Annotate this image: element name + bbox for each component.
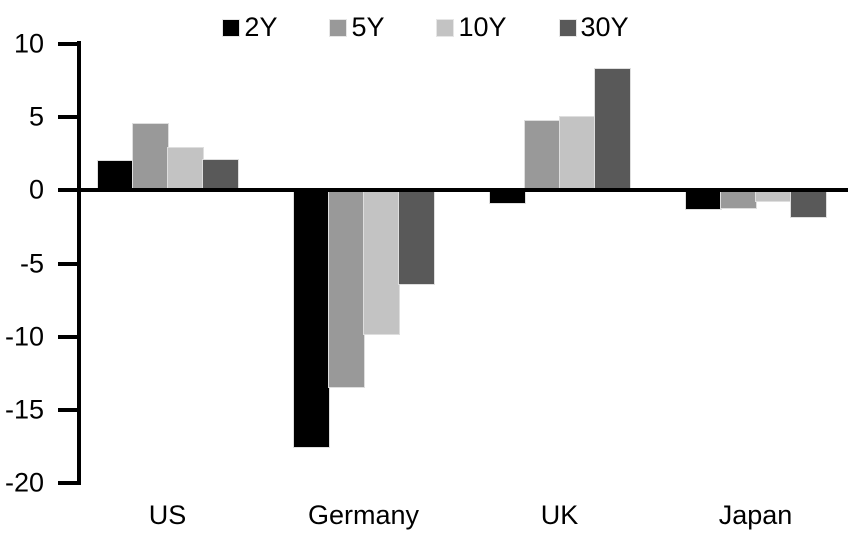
legend-item: 10Y bbox=[436, 12, 507, 42]
bar-5y-japan bbox=[719, 189, 757, 209]
bar-10y-japan bbox=[754, 189, 792, 202]
y-tick-mark bbox=[58, 334, 81, 339]
zero-baseline bbox=[77, 188, 848, 193]
legend-swatch-icon bbox=[222, 18, 241, 37]
x-axis-category-label: UK bbox=[540, 500, 579, 530]
y-axis-tick-label: 0 bbox=[28, 174, 44, 205]
y-tick-mark bbox=[58, 261, 81, 266]
y-tick-mark bbox=[58, 481, 81, 486]
bar-2y-germany bbox=[292, 189, 330, 448]
bar-30y-japan bbox=[789, 189, 827, 218]
y-tick-mark bbox=[58, 41, 81, 46]
y-tick-mark bbox=[58, 188, 81, 193]
bar-30y-uk bbox=[593, 67, 631, 192]
bar-5y-germany bbox=[327, 189, 365, 388]
y-axis-tick-label: -10 bbox=[4, 321, 44, 352]
y-axis-tick-label: -20 bbox=[4, 467, 44, 498]
bar-10y-uk bbox=[558, 116, 596, 192]
y-axis-tick-label: 5 bbox=[28, 101, 44, 132]
bar-5y-us bbox=[131, 123, 169, 192]
bar-10y-germany bbox=[362, 189, 400, 335]
x-axis-category-label: US bbox=[148, 500, 187, 530]
legend-swatch-icon bbox=[436, 18, 455, 37]
legend-item: 5Y bbox=[329, 12, 385, 42]
y-axis-tick-label: -15 bbox=[4, 394, 44, 425]
bar-30y-us bbox=[201, 158, 239, 192]
y-axis-tick-label: -5 bbox=[19, 248, 44, 279]
y-tick-mark bbox=[58, 115, 81, 120]
legend-item: 30Y bbox=[558, 12, 629, 42]
legend: 2Y 5Y 10Y 30Y bbox=[0, 14, 852, 41]
legend-label: 5Y bbox=[351, 12, 385, 42]
legend-label: 2Y bbox=[244, 12, 278, 42]
legend-item: 2Y bbox=[222, 12, 278, 42]
legend-label: 30Y bbox=[580, 12, 629, 42]
bar-2y-uk bbox=[488, 189, 526, 205]
legend-swatch-icon bbox=[558, 18, 577, 37]
y-axis-tick-label: 10 bbox=[13, 28, 44, 59]
legend-label: 10Y bbox=[458, 12, 507, 42]
bar-2y-us bbox=[96, 159, 134, 192]
bar-5y-uk bbox=[523, 120, 561, 192]
bar-10y-us bbox=[166, 146, 204, 192]
legend-swatch-icon bbox=[329, 18, 348, 37]
y-tick-mark bbox=[58, 408, 81, 413]
bar-30y-germany bbox=[397, 189, 435, 286]
bar-2y-japan bbox=[684, 189, 722, 211]
x-axis-category-label: Germany bbox=[307, 500, 420, 530]
x-axis-category-label: Japan bbox=[718, 500, 793, 530]
